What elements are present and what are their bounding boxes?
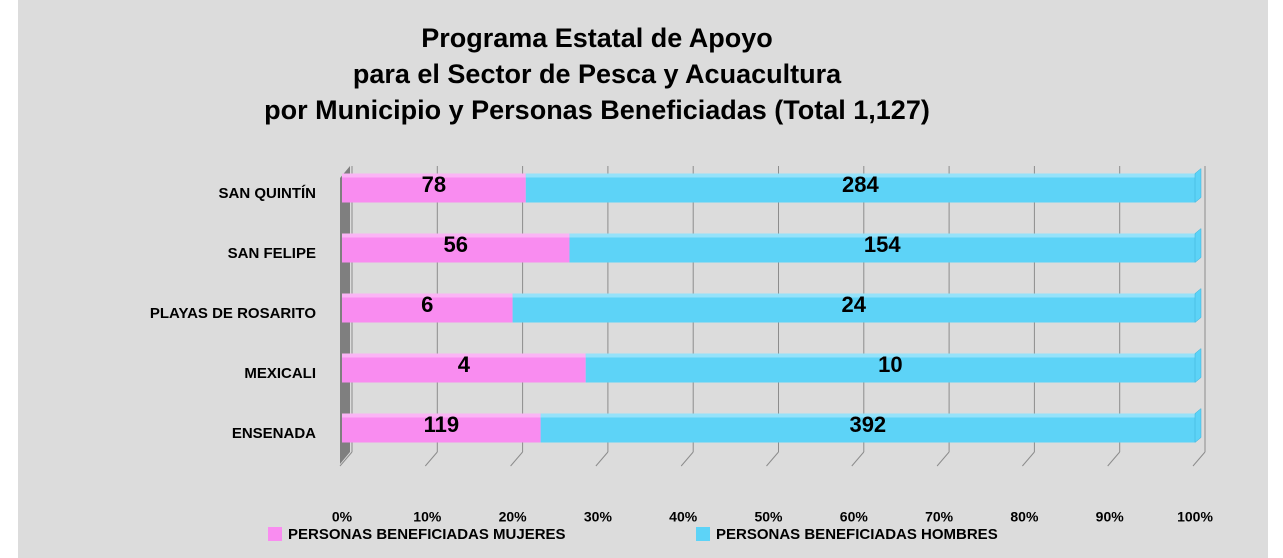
y-tick-label: SAN QUINTÍN bbox=[219, 185, 317, 202]
x-tick-label: 50% bbox=[754, 509, 783, 525]
legend-label: PERSONAS BENEFICIADAS MUJERES bbox=[288, 526, 566, 543]
data-label: 78 bbox=[422, 172, 446, 197]
bar-top bbox=[585, 353, 1195, 358]
grid-line bbox=[936, 451, 950, 467]
y-tick-label: ENSENADA bbox=[232, 425, 316, 442]
x-tick-label: 80% bbox=[1010, 509, 1039, 525]
grid-line bbox=[510, 451, 523, 467]
legend-label: PERSONAS BENEFICIADAS HOMBRES bbox=[716, 526, 998, 543]
bar-segment bbox=[512, 293, 1195, 323]
x-tick-label: 90% bbox=[1096, 509, 1125, 525]
bar-segment bbox=[342, 173, 526, 203]
bar-end bbox=[1194, 287, 1202, 324]
bar-segment bbox=[342, 293, 513, 323]
bar-segment bbox=[342, 413, 541, 443]
bar-top bbox=[512, 293, 1195, 298]
bar-top bbox=[342, 353, 586, 358]
data-label: 392 bbox=[849, 412, 886, 437]
grid-line bbox=[424, 451, 438, 467]
chart-title: para el Sector de Pesca y Acuacultura bbox=[353, 59, 842, 89]
y-tick-label: MEXICALI bbox=[244, 365, 316, 382]
bar-top bbox=[342, 293, 513, 298]
x-tick-label: 60% bbox=[840, 509, 869, 525]
chart-title: por Municipio y Personas Beneficiadas (T… bbox=[264, 95, 930, 125]
grid-line bbox=[339, 451, 353, 467]
x-tick-label: 40% bbox=[669, 509, 698, 525]
bar-segment bbox=[540, 413, 1195, 443]
x-tick-label: 0% bbox=[332, 509, 353, 525]
y-tick-label: SAN FELIPE bbox=[228, 245, 316, 262]
bar-top bbox=[342, 233, 570, 238]
legend-swatch bbox=[268, 527, 282, 541]
grid-line bbox=[680, 451, 694, 467]
grid-line bbox=[766, 451, 779, 467]
x-tick-label: 10% bbox=[413, 509, 442, 525]
grid-line bbox=[1022, 451, 1035, 467]
bar-top bbox=[525, 173, 1195, 178]
bar-top bbox=[569, 233, 1195, 238]
chart-background bbox=[18, 0, 1268, 558]
chart-title: Programa Estatal de Apoyo bbox=[421, 23, 773, 53]
x-tick-label: 30% bbox=[584, 509, 613, 525]
bar-top bbox=[540, 413, 1195, 418]
legend-swatch bbox=[696, 527, 710, 541]
y-tick-label: PLAYAS DE ROSARITO bbox=[150, 305, 316, 322]
bar-segment bbox=[342, 233, 570, 263]
bar-end bbox=[1194, 407, 1202, 444]
bar-segment bbox=[525, 173, 1195, 203]
bar-segment bbox=[569, 233, 1195, 263]
data-label: 24 bbox=[842, 292, 867, 317]
bar-end bbox=[1194, 347, 1202, 384]
x-tick-label: 70% bbox=[925, 509, 954, 525]
data-label: 119 bbox=[424, 412, 460, 437]
grid-line bbox=[595, 451, 609, 467]
x-tick-label: 20% bbox=[499, 509, 528, 525]
bar-segment bbox=[342, 353, 586, 383]
data-label: 10 bbox=[878, 352, 902, 377]
bar-top bbox=[342, 173, 526, 178]
data-label: 4 bbox=[458, 352, 471, 377]
bar-top bbox=[342, 413, 541, 418]
bar-segment bbox=[585, 353, 1195, 383]
data-label: 6 bbox=[421, 292, 433, 317]
bar-end bbox=[1194, 227, 1202, 264]
grid-line bbox=[1192, 451, 1206, 467]
grid-line bbox=[1107, 451, 1121, 467]
x-tick-label: 100% bbox=[1177, 509, 1213, 525]
data-label: 284 bbox=[842, 172, 879, 197]
data-label: 56 bbox=[443, 232, 467, 257]
bar-end bbox=[1194, 167, 1202, 204]
data-label: 154 bbox=[864, 232, 901, 257]
grid-line bbox=[851, 451, 865, 467]
